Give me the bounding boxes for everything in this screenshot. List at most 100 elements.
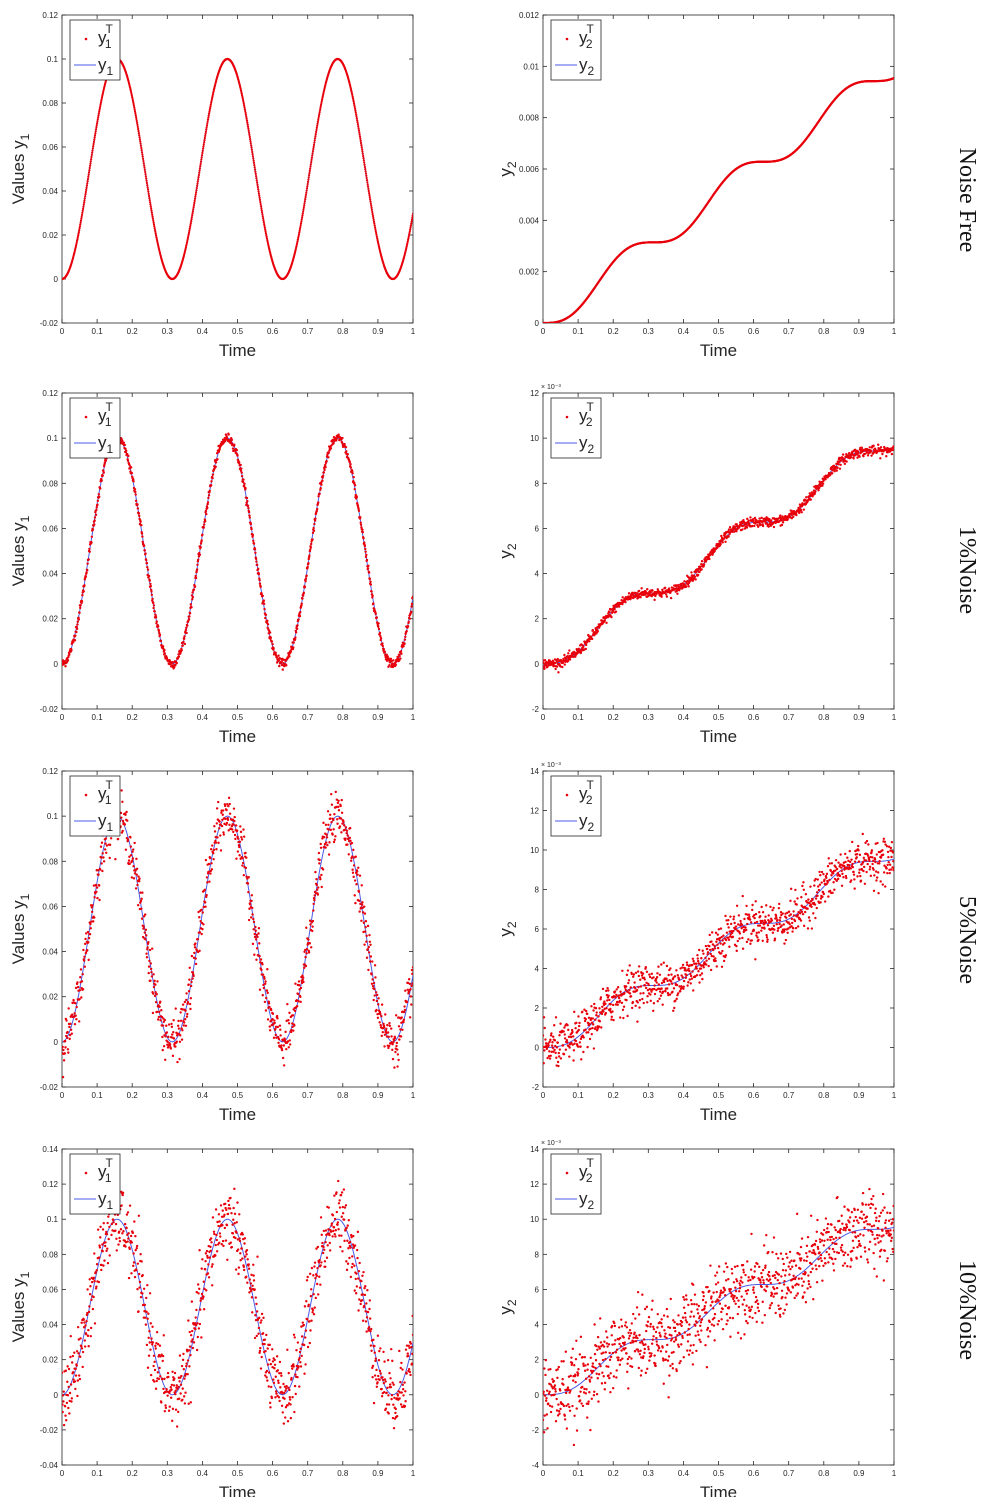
data-point <box>246 499 249 503</box>
data-point <box>252 539 255 542</box>
data-point <box>781 515 784 519</box>
y-tick-label: -0.02 <box>40 1083 59 1092</box>
data-point <box>149 979 152 982</box>
data-point <box>368 192 371 195</box>
data-point <box>411 214 413 217</box>
x-tick-label: 0.8 <box>337 1091 349 1100</box>
data-point <box>135 857 138 861</box>
data-point <box>258 955 261 958</box>
data-point <box>849 456 853 459</box>
data-point <box>838 467 842 470</box>
data-point <box>800 511 803 514</box>
data-point <box>66 1030 69 1034</box>
data-point <box>245 875 248 878</box>
data-point <box>591 629 595 632</box>
data-point <box>243 108 246 111</box>
data-point <box>678 587 682 590</box>
data-point <box>155 236 158 239</box>
data-point <box>75 239 79 242</box>
data-point <box>322 471 326 474</box>
data-point <box>409 228 412 231</box>
data-point <box>358 133 361 136</box>
y-axis-label: Values y1 <box>9 893 32 964</box>
data-point <box>91 149 94 152</box>
data-point <box>70 1013 74 1016</box>
data-point <box>245 119 249 122</box>
data-point <box>372 218 375 222</box>
data-point <box>158 633 162 636</box>
x-axis-label: Time <box>219 341 256 360</box>
data-point <box>320 101 323 105</box>
data-point <box>93 896 96 899</box>
data-point <box>255 179 258 182</box>
data-point <box>81 973 84 976</box>
data-point <box>355 117 358 120</box>
data-point <box>366 181 369 184</box>
data-point <box>226 816 229 820</box>
data-point <box>202 147 205 150</box>
data-point <box>152 223 156 226</box>
data-point <box>103 848 107 851</box>
data-point <box>200 932 203 936</box>
data-point <box>746 517 749 521</box>
data-point <box>373 224 376 227</box>
data-point <box>700 568 703 571</box>
data-point <box>95 124 98 127</box>
data-point <box>297 233 301 236</box>
data-point <box>152 973 155 976</box>
data-point <box>191 214 194 217</box>
data-point <box>359 521 362 524</box>
data-point <box>196 563 199 566</box>
data-point <box>315 128 318 132</box>
data-point <box>211 844 214 847</box>
data-point <box>391 662 394 665</box>
data-point <box>831 468 835 471</box>
data-point <box>280 660 283 663</box>
data-point <box>367 571 371 574</box>
data-point <box>103 461 107 465</box>
data-point <box>197 910 200 914</box>
data-point <box>133 106 136 109</box>
data-point <box>85 186 88 189</box>
data-point <box>879 446 883 449</box>
data-point <box>780 517 783 520</box>
chart-panel-5: 0 0.1 0.2 0.3 0.4 0.5 0.6 0.7 0.8 0.9 1-0.0200.020… <box>9 767 416 1124</box>
x-tick-label: 0.9 <box>372 327 384 336</box>
data-point <box>308 174 311 177</box>
data-point <box>244 109 247 113</box>
data-point <box>363 161 366 164</box>
data-point <box>98 898 101 902</box>
data-point <box>87 558 90 561</box>
data-point <box>210 98 213 101</box>
data-point <box>406 242 409 245</box>
data-point <box>758 517 761 520</box>
data-point <box>814 490 817 493</box>
data-point <box>86 177 90 181</box>
data-point <box>258 194 261 197</box>
data-point <box>324 465 327 469</box>
data-point <box>247 506 250 510</box>
data-point <box>303 204 306 207</box>
data-point <box>80 217 83 220</box>
data-point <box>100 96 104 99</box>
data-point <box>839 463 842 467</box>
legend-label-estimate: y2 <box>579 55 595 78</box>
data-point <box>239 825 242 828</box>
data-point <box>193 197 197 200</box>
data-point <box>161 1035 164 1039</box>
data-point <box>249 522 253 526</box>
data-point <box>307 178 310 181</box>
data-point <box>189 603 193 606</box>
data-point <box>85 571 88 574</box>
data-point <box>358 135 362 138</box>
data-point <box>821 482 825 485</box>
data-point <box>214 465 217 468</box>
x-tick-label: 1 <box>411 713 416 722</box>
data-point <box>97 873 100 876</box>
data-point <box>617 605 621 608</box>
data-point <box>74 1002 77 1005</box>
data-point <box>141 153 144 156</box>
data-point <box>314 133 317 136</box>
data-point <box>371 594 374 598</box>
data-point <box>221 813 224 816</box>
